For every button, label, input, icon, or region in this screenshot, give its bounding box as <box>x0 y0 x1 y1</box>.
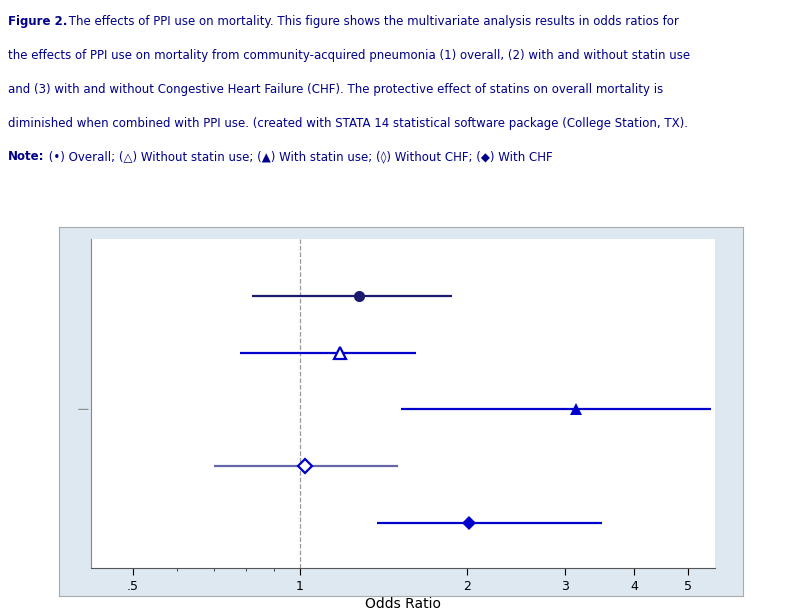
Text: (•) Overall; (△) Without statin use; (▲) With statin use; (◊) Without CHF; (◆) W: (•) Overall; (△) Without statin use; (▲)… <box>45 150 553 163</box>
X-axis label: Odds Ratio: Odds Ratio <box>365 597 441 611</box>
Text: diminished when combined with PPI use. (created with STATA 14 statistical softwa: diminished when combined with PPI use. (… <box>8 117 688 130</box>
Text: and (3) with and without Congestive Heart Failure (CHF). The protective effect o: and (3) with and without Congestive Hear… <box>8 83 663 96</box>
Text: The effects of PPI use on mortality. This figure shows the multivariate analysis: The effects of PPI use on mortality. Thi… <box>65 15 679 28</box>
Text: Note:: Note: <box>8 150 44 163</box>
Text: the effects of PPI use on mortality from community-acquired pneumonia (1) overal: the effects of PPI use on mortality from… <box>8 49 690 62</box>
Text: Figure 2.: Figure 2. <box>8 15 67 28</box>
